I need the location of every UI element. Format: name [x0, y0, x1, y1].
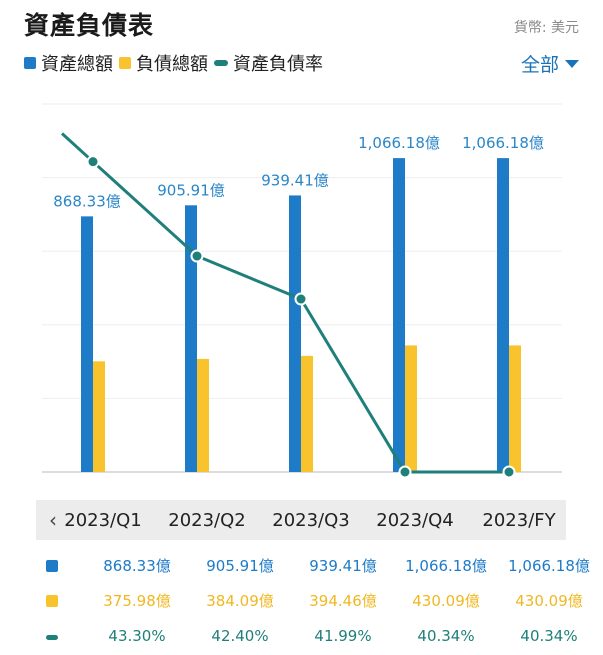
table-cell: 868.33億 — [103, 557, 171, 575]
page-title: 資產負債表 — [24, 11, 155, 40]
total-liabilities-bar — [405, 345, 417, 472]
total-assets-bar — [289, 195, 301, 473]
debt-ratio-line — [60, 132, 509, 474]
legend-label-total-assets: 資產總額 — [41, 54, 113, 75]
table-cell: 1,066.18億 — [405, 557, 487, 575]
total-liabilities-bar — [93, 361, 105, 472]
table-cell: 41.99% — [314, 627, 372, 645]
legend-label-total-liabilities: 負債總額 — [136, 54, 208, 75]
table-cell: 40.34% — [520, 627, 578, 645]
caret-down-icon — [565, 59, 579, 68]
table-row: 375.98億 384.09億 394.46億 430.09億 430.09億 — [0, 588, 603, 618]
legend-item-debt-ratio[interactable]: 資產負債率 — [214, 50, 323, 76]
table-row: 868.33億 905.91億 939.41億 1,066.18億 1,066.18億 — [0, 553, 603, 583]
debt-ratio-point — [502, 465, 516, 479]
period-label[interactable]: 2023/Q1 — [64, 509, 142, 531]
debt-ratio-point — [398, 465, 412, 479]
table-cell: 430.09億 — [515, 592, 583, 610]
table-cell: 905.91億 — [206, 557, 274, 575]
total-assets-bar — [497, 158, 509, 472]
period-nav-bar: ‹ 2023/Q1 2023/Q2 2023/Q3 2023/Q4 2023/FY — [36, 500, 566, 540]
period-filter-dropdown[interactable]: 全部 — [521, 50, 579, 77]
table-cell: 394.46億 — [309, 592, 377, 610]
total-assets-bar — [81, 216, 93, 472]
table-cell: 384.09億 — [206, 592, 274, 610]
debt-ratio-point — [86, 155, 100, 169]
table-cell: 40.34% — [417, 627, 475, 645]
total-assets-data-label: 939.41億 — [261, 171, 329, 189]
table-cell: 42.40% — [211, 627, 269, 645]
legend-item-total-liabilities[interactable]: 負債總額 — [119, 50, 208, 76]
total-liabilities-bar — [301, 355, 313, 472]
period-label[interactable]: 2023/Q3 — [272, 509, 350, 531]
chevron-left-icon[interactable]: ‹ — [49, 508, 57, 532]
series-marker-icon — [46, 595, 58, 607]
total-assets-data-label: 868.33億 — [53, 192, 121, 210]
balance-sheet-chart: 868.33億 905.91億 939.41億 1,066.18億 1,066.18億 — [42, 103, 562, 479]
debt-ratio-point — [294, 292, 308, 306]
table-cell: 375.98億 — [103, 592, 171, 610]
debt-ratio-swatch-icon — [214, 60, 228, 66]
total-assets-data-label: 905.91億 — [157, 181, 225, 199]
debt-ratio-point — [190, 249, 204, 263]
period-label[interactable]: 2023/FY — [482, 509, 556, 531]
total-assets-bar — [393, 158, 405, 472]
total-liabilities-swatch-icon — [119, 57, 131, 69]
series-marker-icon — [46, 560, 58, 572]
table-cell: 939.41億 — [309, 557, 377, 575]
table-row: 43.30% 42.40% 41.99% 40.34% 40.34% — [0, 625, 603, 655]
total-liabilities-bar — [197, 358, 209, 472]
legend-item-total-assets[interactable]: 資產總額 — [24, 50, 113, 76]
total-assets-bar — [185, 205, 197, 472]
period-label[interactable]: 2023/Q2 — [168, 509, 246, 531]
total-liabilities-bar — [509, 345, 521, 472]
debt-ratio-marker-icon — [46, 635, 58, 640]
total-assets-data-label: 1,066.18億 — [358, 134, 440, 152]
table-cell: 43.30% — [108, 627, 166, 645]
period-label[interactable]: 2023/Q4 — [376, 509, 454, 531]
total-assets-swatch-icon — [24, 57, 36, 69]
total-assets-data-label: 1,066.18億 — [462, 134, 544, 152]
table-cell: 1,066.18億 — [508, 557, 590, 575]
period-filter-label: 全部 — [520, 54, 559, 76]
table-cell: 430.09億 — [412, 592, 480, 610]
legend-label-debt-ratio: 資產負債率 — [233, 54, 323, 75]
currency-label: 貨幣: 美元 — [513, 20, 579, 36]
chart-legend: 資產總額 負債總額 資產負債率 — [24, 50, 329, 76]
